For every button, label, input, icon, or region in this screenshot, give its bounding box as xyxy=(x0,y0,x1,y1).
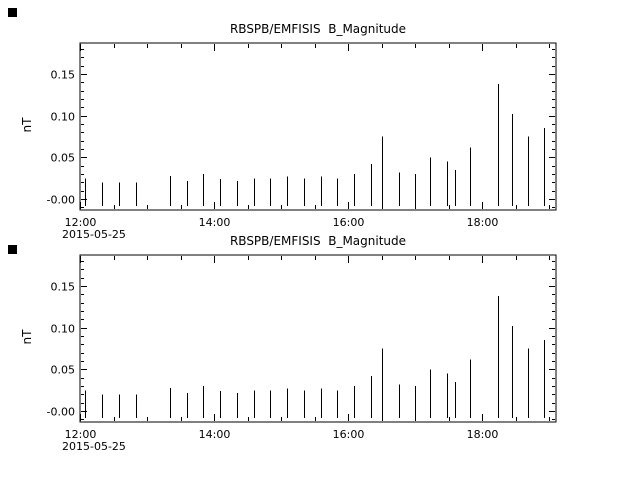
x-tick-label: 12:00 xyxy=(65,428,97,441)
x-tick-label: 12:00 xyxy=(65,216,97,229)
plot-panel-top: -0.00 0.05 0.10 0.15 12:00 14:00 16:00 18:00 xyxy=(47,42,557,229)
y-tick-label: 0.05 xyxy=(51,364,76,377)
x-tick-label: 14:00 xyxy=(199,216,231,229)
plot-frame xyxy=(79,42,557,211)
y-tick-label: 0.10 xyxy=(51,323,76,336)
plot-title-bottom: RBSPB/EMFISIS B_Magnitude xyxy=(229,234,407,248)
plot-panel-bottom: -0.00 0.05 0.10 0.15 12:00 14:00 16:00 18:00 xyxy=(47,254,557,441)
plot-marker-top-icon xyxy=(8,8,17,17)
y-tick-label: -0.00 xyxy=(47,194,75,207)
y-tick-label: 0.05 xyxy=(51,152,76,165)
x-tick-label: 18:00 xyxy=(467,428,499,441)
x-tick-label: 14:00 xyxy=(199,428,231,441)
plot-title-top: RBSPB/EMFISIS B_Magnitude xyxy=(229,22,407,36)
y-tick-label: -0.00 xyxy=(47,406,75,419)
y-tick-label: 0.15 xyxy=(51,281,76,294)
x-tick-label: 18:00 xyxy=(467,216,499,229)
y-tick-label: 0.10 xyxy=(51,111,76,124)
x-tick-label: 16:00 xyxy=(333,428,365,441)
x-axis-date-top: 2015-05-25 xyxy=(62,228,126,241)
x-tick-label: 16:00 xyxy=(333,216,365,229)
y-tick-label: 0.15 xyxy=(51,69,76,82)
plot-frame xyxy=(79,254,557,423)
x-axis-date-bottom: 2015-05-25 xyxy=(62,440,126,453)
plot-marker-bottom-icon xyxy=(8,245,17,254)
